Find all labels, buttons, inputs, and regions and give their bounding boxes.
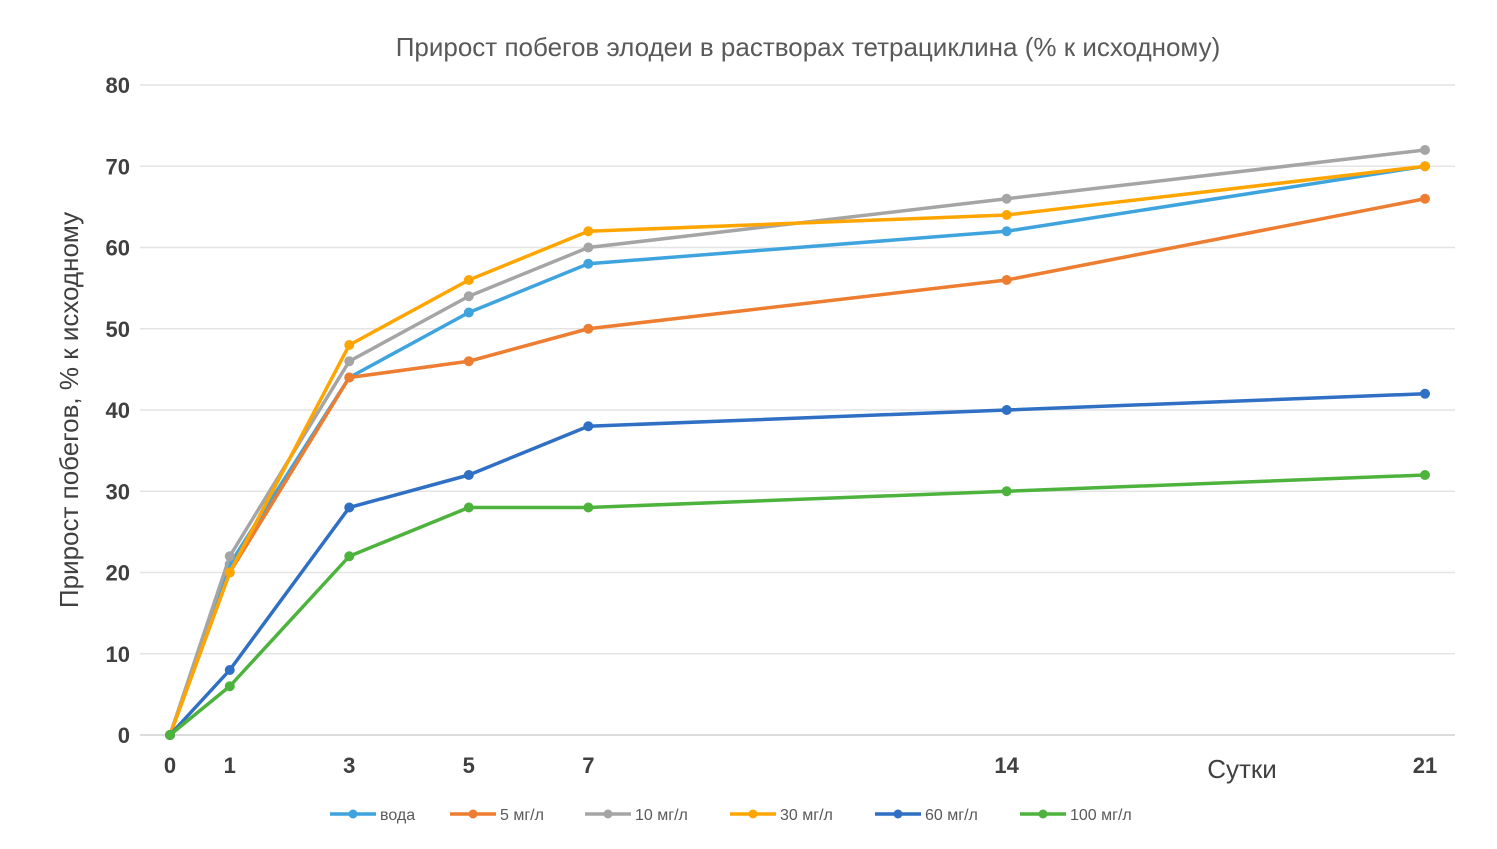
x-tick-label: 14 <box>994 753 1019 778</box>
data-point <box>1001 486 1012 497</box>
legend-item: 30 мг/л <box>730 807 833 824</box>
chart-title: Прирост побегов элодеи в растворах тетра… <box>396 32 1221 62</box>
legend-marker <box>748 809 758 819</box>
data-point <box>344 340 355 350</box>
data-point <box>224 567 235 578</box>
series-4 <box>165 161 1430 740</box>
y-tick-label: 30 <box>106 479 130 504</box>
data-point <box>583 242 594 253</box>
data-point <box>224 665 235 675</box>
x-axis-title: Сутки <box>1207 754 1277 784</box>
series-line <box>168 164 1426 736</box>
x-tick-label: 1 <box>224 753 236 778</box>
x-tick-label: 7 <box>582 753 594 778</box>
series-6 <box>165 470 1430 740</box>
series-line <box>168 197 1426 736</box>
legend-marker <box>348 809 358 819</box>
x-tick-label: 0 <box>164 753 176 778</box>
legend-label: 60 мг/л <box>925 807 978 824</box>
x-tick-label: 21 <box>1413 753 1437 778</box>
legend-item: 100 мг/л <box>1020 807 1132 824</box>
legend-item: 60 мг/л <box>875 807 978 824</box>
y-tick-label: 50 <box>106 317 130 342</box>
data-point <box>1420 388 1430 399</box>
data-point <box>224 551 235 562</box>
data-point <box>583 323 594 334</box>
data-point <box>1001 226 1012 237</box>
series-line <box>168 392 1426 737</box>
data-point <box>1420 145 1430 155</box>
x-tick-label: 5 <box>463 753 475 778</box>
data-point <box>344 551 355 562</box>
y-axis-ticks: 0 10 20 30 40 50 60 70 80 <box>106 73 130 748</box>
data-point <box>1001 193 1012 204</box>
y-tick-label: 0 <box>118 723 130 748</box>
data-point <box>583 226 594 237</box>
y-tick-label: 80 <box>106 73 130 98</box>
legend-item: 5 мг/л <box>450 807 544 824</box>
series-line <box>168 164 1426 736</box>
y-tick-label: 10 <box>106 642 130 667</box>
legend-marker <box>468 809 478 819</box>
series-lines <box>165 145 1430 740</box>
data-point <box>463 470 474 480</box>
data-point <box>344 502 355 513</box>
legend-label: 5 мг/л <box>500 807 544 824</box>
data-point <box>224 681 235 692</box>
legend-marker <box>893 809 903 819</box>
legend-item: 10 мг/л <box>585 807 688 824</box>
legend-label: 10 мг/л <box>635 807 688 824</box>
data-point <box>583 258 594 269</box>
y-axis-title: Прирост побегов, % к исходному <box>54 212 84 608</box>
series-2 <box>165 193 1430 740</box>
series-line <box>168 473 1426 737</box>
x-axis-ticks: 0 1 3 5 7 14 21 <box>164 753 1437 778</box>
gridlines <box>140 84 1455 736</box>
legend-label: 30 мг/л <box>780 807 833 824</box>
series-5 <box>165 388 1430 740</box>
legend: вода 5 мг/л 10 мг/л 30 мг/л 60 мг/л 100 мг/л <box>330 807 1132 824</box>
series-line <box>168 148 1426 736</box>
data-point <box>1420 161 1430 172</box>
y-tick-label: 60 <box>106 236 130 261</box>
data-point <box>463 291 474 302</box>
data-point <box>344 356 355 367</box>
data-point <box>463 502 474 513</box>
data-point <box>1001 275 1012 285</box>
legend-label: 100 мг/л <box>1070 807 1132 824</box>
data-point <box>583 421 594 432</box>
data-point <box>165 730 175 740</box>
legend-item: вода <box>330 807 415 824</box>
data-point <box>463 356 474 367</box>
data-point <box>1001 210 1012 220</box>
data-point <box>463 307 474 318</box>
data-point <box>344 372 355 383</box>
data-point <box>463 275 474 285</box>
data-point <box>583 502 594 513</box>
data-point <box>1001 405 1012 415</box>
data-point <box>1420 470 1430 480</box>
legend-marker <box>1038 809 1048 819</box>
data-point <box>1420 193 1430 204</box>
x-tick-label: 3 <box>343 753 355 778</box>
y-tick-label: 40 <box>106 398 130 423</box>
y-tick-label: 70 <box>106 154 130 179</box>
legend-label: вода <box>380 807 415 824</box>
legend-marker <box>603 809 613 819</box>
y-tick-label: 20 <box>106 561 130 586</box>
